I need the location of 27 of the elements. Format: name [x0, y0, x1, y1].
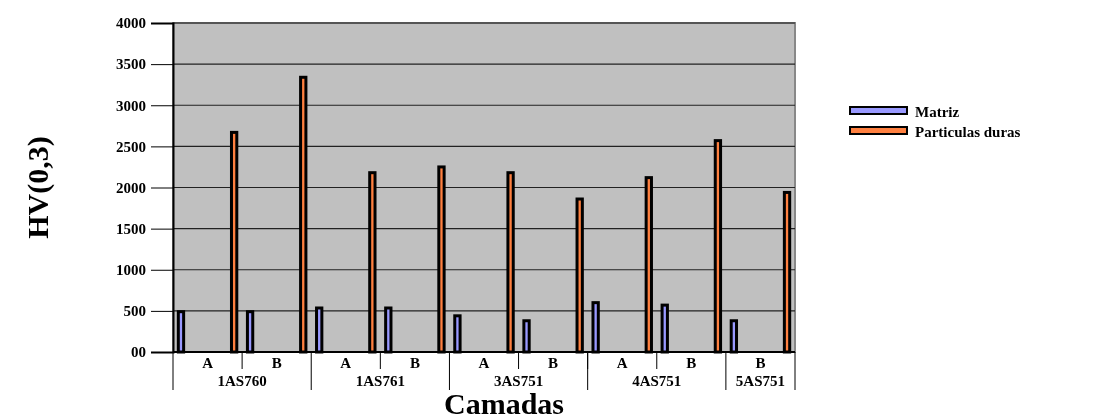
- y-tick-label: 2000: [116, 179, 146, 196]
- y-tick-label: 2500: [116, 138, 146, 155]
- x-tick-label: A: [478, 355, 490, 371]
- x-tick-label: A: [340, 355, 352, 371]
- y-tick-label: 500: [123, 303, 146, 320]
- legend-label: Particulas duras: [915, 124, 1021, 140]
- text: 1AS760: [217, 373, 267, 389]
- x-tick-label: A: [616, 355, 628, 371]
- y-tick-label: 3000: [116, 97, 146, 114]
- text: 1AS761: [355, 373, 405, 389]
- y-tick-label: 4000: [116, 15, 146, 32]
- y-axis-title: HV(0,3): [21, 136, 55, 239]
- x-tick-label: B: [409, 355, 420, 371]
- x-tick-label: B: [271, 355, 282, 371]
- y-tick-label: 1500: [116, 220, 146, 237]
- y-tick-label: 00: [131, 344, 146, 361]
- x-tick-label: B: [755, 355, 766, 371]
- y-tick-label: 3500: [116, 56, 146, 73]
- legend-label: Matriz: [915, 104, 960, 120]
- x-axis-title: Camadas: [443, 387, 565, 419]
- y-tick-label: 1000: [116, 262, 146, 279]
- text: 3AS751: [493, 373, 544, 389]
- text: 4AS751: [632, 373, 682, 389]
- x-tick-label: B: [548, 355, 559, 371]
- x-tick-label: B: [686, 355, 697, 371]
- x-tick-label: A: [202, 355, 214, 371]
- text: 5AS751: [735, 373, 786, 389]
